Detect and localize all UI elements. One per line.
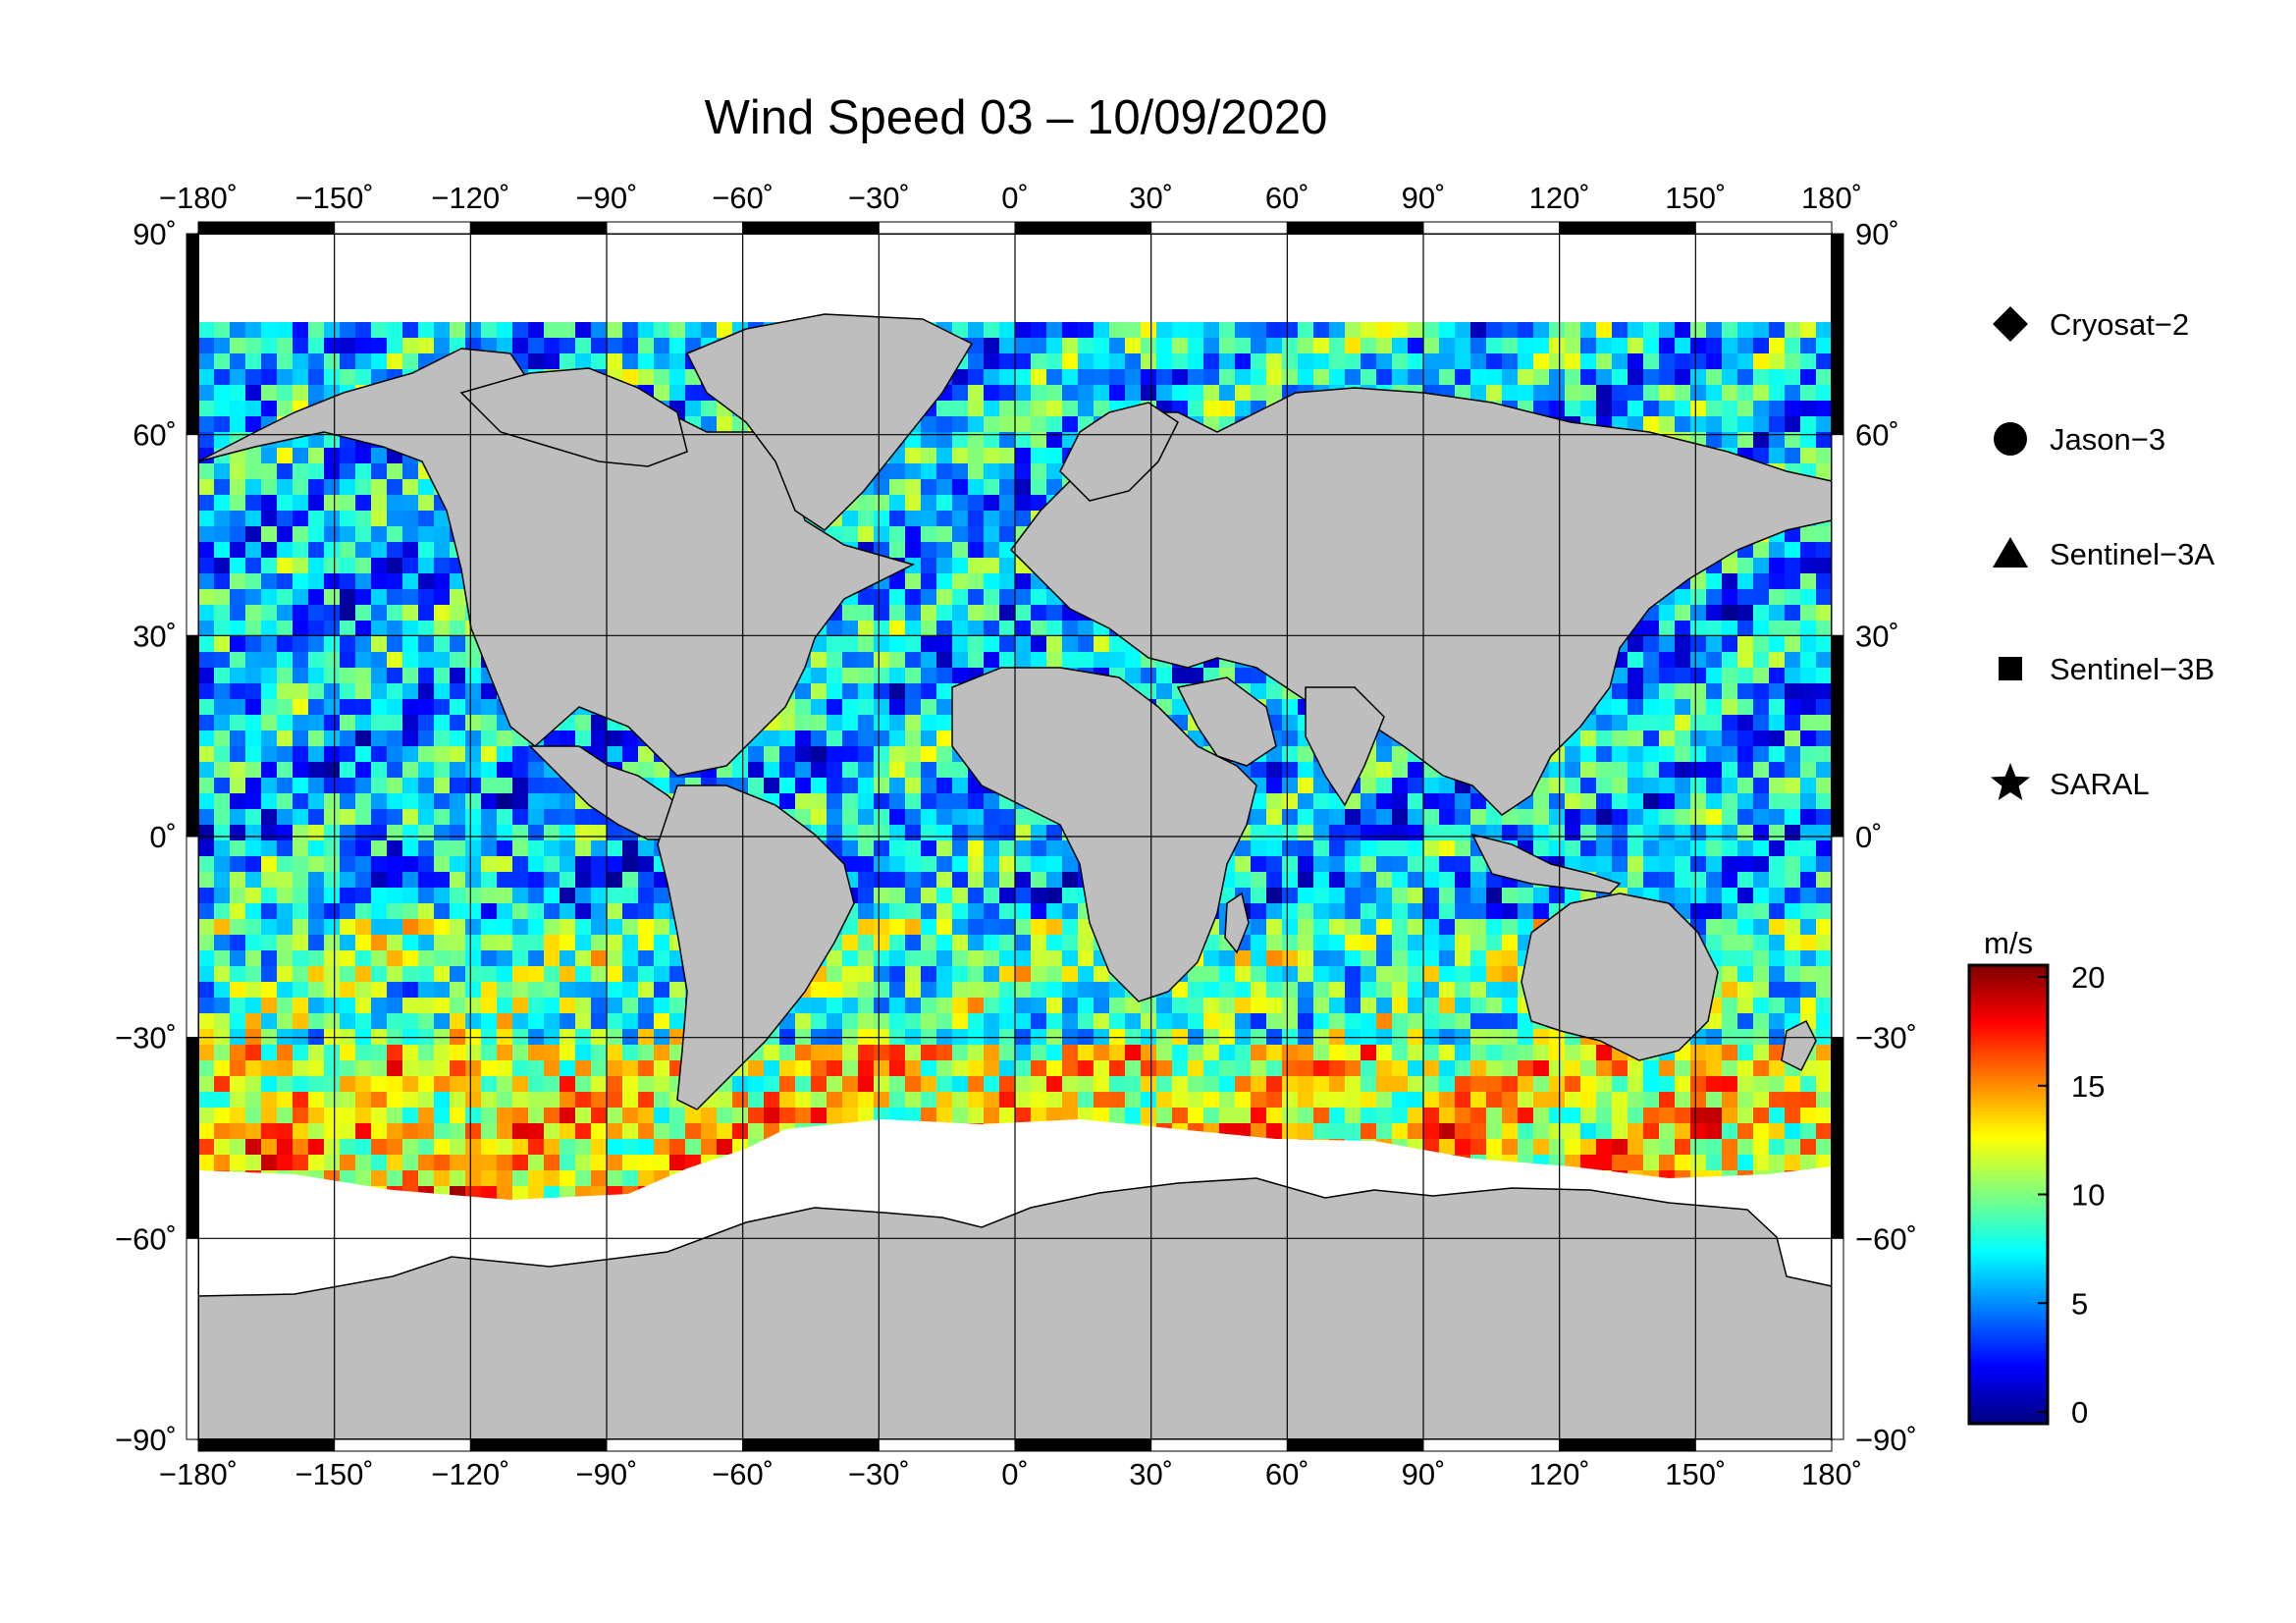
lat-tick-left: 0˚ bbox=[149, 820, 177, 854]
land-australia bbox=[1521, 893, 1719, 1061]
triangle-icon bbox=[1993, 537, 2028, 568]
lon-tick-top: −30˚ bbox=[848, 181, 910, 215]
map-border-checker bbox=[186, 221, 1844, 1452]
lon-tick-top: −60˚ bbox=[712, 181, 774, 215]
square-icon bbox=[1999, 657, 2022, 680]
lat-tick-left: 30˚ bbox=[133, 619, 177, 653]
diamond-icon bbox=[1993, 306, 2028, 342]
lon-tick-bottom: −90˚ bbox=[576, 1457, 638, 1491]
land-greenland bbox=[685, 313, 974, 531]
land-new-zealand bbox=[1781, 1019, 1817, 1072]
colorbar-tick-label: 10 bbox=[2071, 1178, 2105, 1213]
colorbar-unit: m/s bbox=[1984, 926, 2033, 960]
lat-tick-right: 0˚ bbox=[1855, 820, 1883, 854]
satellite-legend: Cryosat−2 Jason−3 Sentinel−3A Sentinel−3B SA… bbox=[1991, 306, 2215, 801]
axis-tick-labels: −180˚ −180˚ −150˚ −150˚ −120˚ −120˚ −90˚ −90˚ −6… bbox=[115, 181, 1917, 1491]
star-icon bbox=[1991, 763, 2030, 800]
colorbar-tick-label: 5 bbox=[2071, 1286, 2088, 1321]
lat-tick-left: 60˚ bbox=[133, 418, 177, 453]
lon-tick-top: −90˚ bbox=[576, 181, 638, 215]
legend-label: Sentinel−3A bbox=[2050, 537, 2215, 571]
lon-tick-bottom: 30˚ bbox=[1129, 1457, 1173, 1491]
lon-tick-top: 90˚ bbox=[1402, 181, 1446, 215]
lon-tick-bottom: 150˚ bbox=[1665, 1457, 1726, 1491]
colorbar-gradient bbox=[1967, 963, 2050, 1426]
map-title: Wind Speed 03 – 10/09/2020 bbox=[704, 91, 1328, 144]
lon-tick-top: −120˚ bbox=[431, 181, 509, 215]
lon-tick-bottom: 60˚ bbox=[1265, 1457, 1309, 1491]
lon-tick-top: −180˚ bbox=[159, 181, 238, 215]
lat-tick-right: 30˚ bbox=[1855, 619, 1899, 653]
lat-tick-left: −60˚ bbox=[115, 1221, 177, 1256]
lat-tick-right: 90˚ bbox=[1855, 217, 1899, 251]
land-arctic-islands bbox=[459, 367, 688, 467]
legend-label: SARAL bbox=[2050, 767, 2150, 801]
land-madagascar bbox=[1224, 892, 1250, 954]
lon-tick-top: 180˚ bbox=[1801, 181, 1862, 215]
lon-tick-bottom: 120˚ bbox=[1529, 1457, 1590, 1491]
lon-tick-bottom: 0˚ bbox=[1001, 1457, 1029, 1491]
land-north-america bbox=[197, 348, 916, 777]
legend-label: Jason−3 bbox=[2050, 422, 2165, 457]
land-africa bbox=[951, 667, 1257, 1002]
colorbar: m/s 20 15 10 5 0 bbox=[1967, 926, 2105, 1430]
lon-tick-bottom: 90˚ bbox=[1402, 1457, 1446, 1491]
colorbar-tick-label: 20 bbox=[2071, 960, 2105, 995]
lon-tick-top: 30˚ bbox=[1129, 181, 1173, 215]
lon-tick-top: 60˚ bbox=[1265, 181, 1309, 215]
lon-tick-bottom: 180˚ bbox=[1801, 1457, 1862, 1491]
lat-tick-right: 60˚ bbox=[1855, 418, 1899, 453]
lon-tick-top: 0˚ bbox=[1001, 181, 1029, 215]
lon-tick-bottom: −60˚ bbox=[712, 1457, 774, 1491]
land-eurasia bbox=[1010, 387, 1833, 816]
lat-tick-right: −60˚ bbox=[1855, 1221, 1917, 1256]
lon-tick-bottom: −150˚ bbox=[295, 1457, 374, 1491]
land-south-america bbox=[657, 784, 855, 1110]
lat-tick-left: −90˚ bbox=[115, 1423, 177, 1457]
lat-tick-right: −30˚ bbox=[1855, 1021, 1917, 1055]
colorbar-tick-label: 15 bbox=[2071, 1069, 2105, 1104]
lat-tick-left: 90˚ bbox=[133, 217, 177, 251]
land-indonesia bbox=[1470, 833, 1622, 894]
lon-tick-bottom: −30˚ bbox=[848, 1457, 910, 1491]
legend-label: Cryosat−2 bbox=[2050, 307, 2189, 342]
lat-tick-left: −30˚ bbox=[115, 1021, 177, 1055]
legend-label: Sentinel−3B bbox=[2050, 652, 2215, 686]
land-scandinavia bbox=[1059, 402, 1179, 502]
lon-tick-top: 120˚ bbox=[1529, 181, 1590, 215]
land-arabia bbox=[1176, 676, 1277, 767]
lon-tick-top: −150˚ bbox=[295, 181, 374, 215]
circle-icon bbox=[1994, 422, 2027, 456]
lon-tick-bottom: −120˚ bbox=[431, 1457, 509, 1491]
lat-tick-right: −90˚ bbox=[1855, 1423, 1917, 1457]
lon-tick-top: 150˚ bbox=[1665, 181, 1726, 215]
land-india bbox=[1305, 686, 1385, 807]
colorbar-tick-label: 0 bbox=[2071, 1395, 2088, 1430]
lon-tick-bottom: −180˚ bbox=[159, 1457, 238, 1491]
